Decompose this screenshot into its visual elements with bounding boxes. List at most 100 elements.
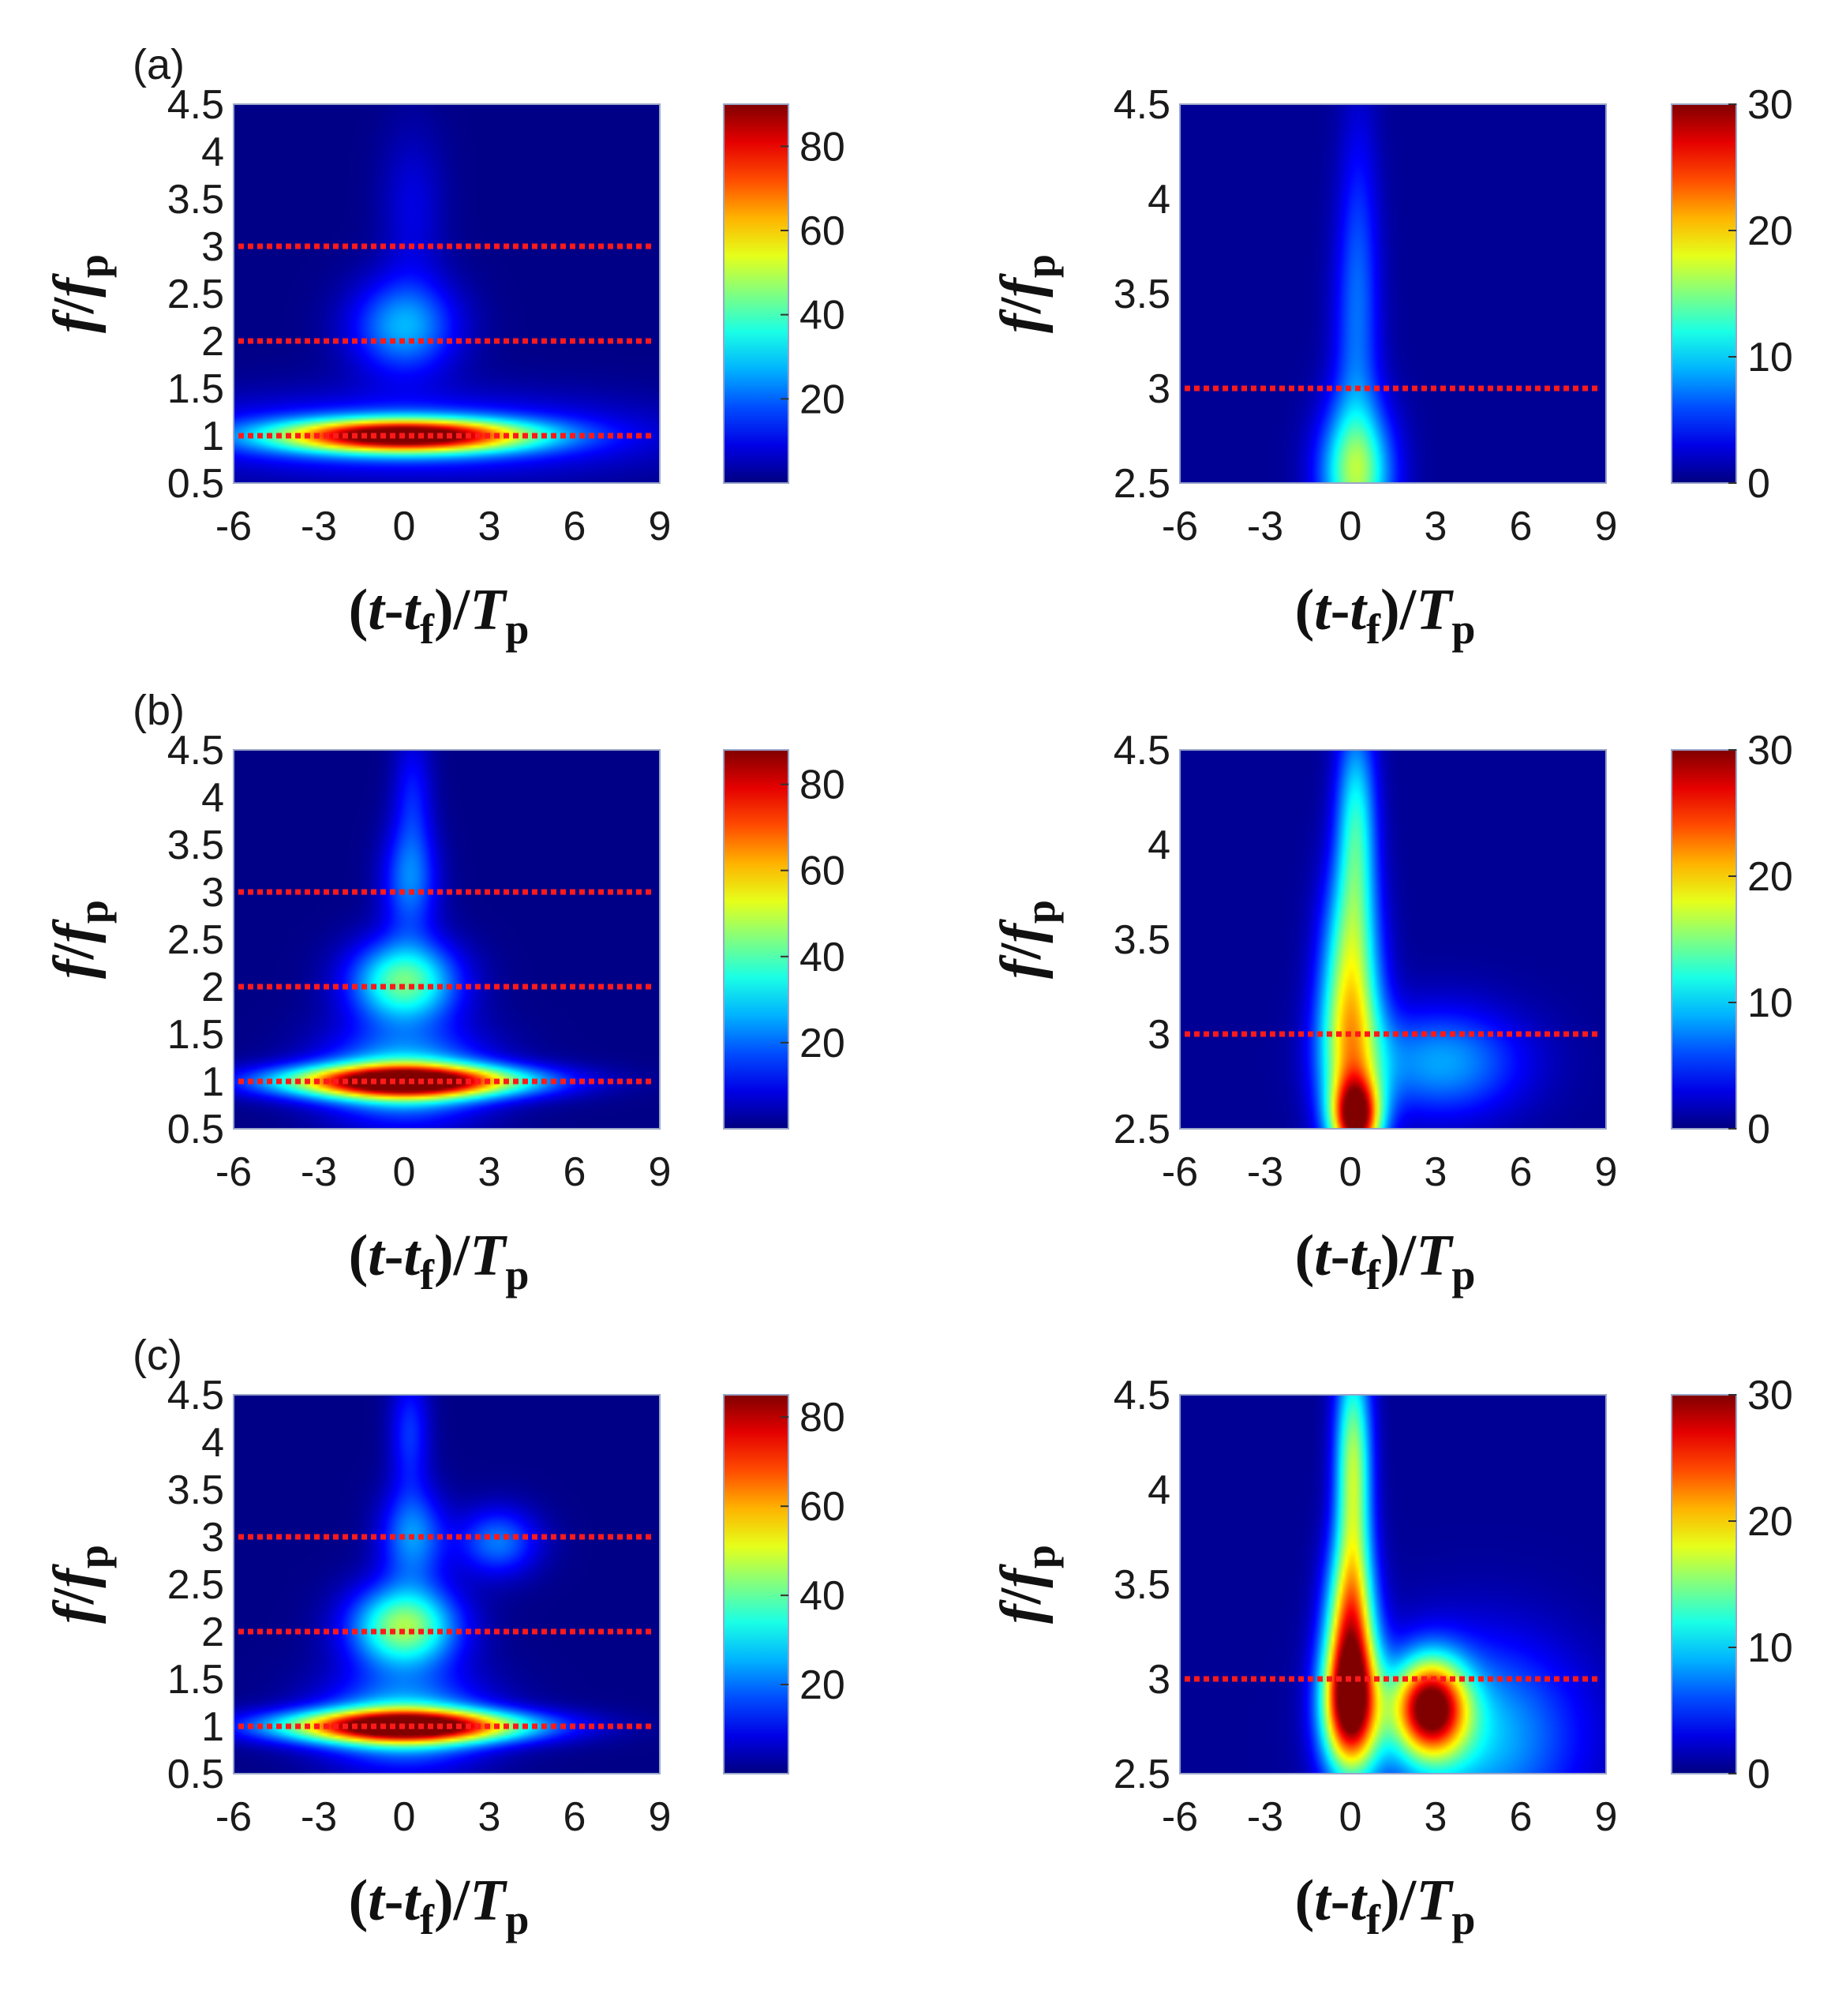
x-tick-label: -6 xyxy=(215,504,252,549)
y-tick-label: 4 xyxy=(201,775,224,821)
colorbar-tick-label: 10 xyxy=(1747,1625,1793,1671)
x-tick-label: 6 xyxy=(1510,504,1533,549)
colorbar-tick-label: 30 xyxy=(1747,728,1793,774)
y-axis-label: f/fp xyxy=(42,254,117,333)
colorbar-tick-label: 30 xyxy=(1747,1373,1793,1418)
heatmap-image xyxy=(1180,104,1606,483)
y-tick-label: 3.5 xyxy=(167,1467,224,1513)
x-tick-label: 3 xyxy=(478,1794,501,1840)
x-tick-label: 3 xyxy=(478,1149,501,1195)
y-tick-label: 2.5 xyxy=(1114,461,1170,507)
y-tick-label: 1.5 xyxy=(167,1012,224,1058)
panel-row1-left: (a)0.511.522.533.544.5-6 -3 0 3 6 9(t-tf)/Tpf… xyxy=(42,41,845,653)
x-tick-label: 0 xyxy=(393,1794,416,1840)
panel-row3-left: (c)0.511.522.533.544.5-6 -3 0 3 6 9(t-tf)/Tpf… xyxy=(42,1332,845,1943)
y-axis-label: f/fp xyxy=(989,900,1064,979)
x-tick-label: -3 xyxy=(301,1149,337,1195)
y-tick-label: 0.5 xyxy=(167,1107,224,1152)
y-axis-label: f/fp xyxy=(989,1545,1064,1624)
x-tick-label: 0 xyxy=(393,504,416,549)
colorbar-tick-label: 20 xyxy=(1747,1499,1793,1545)
x-tick-label: 6 xyxy=(1510,1794,1533,1840)
x-tick-label: 3 xyxy=(1425,1149,1447,1195)
y-tick-label: 4.5 xyxy=(167,728,224,774)
x-axis-label: (t-tf)/Tp xyxy=(1295,578,1476,653)
y-tick-label: 1 xyxy=(201,1059,224,1105)
plot-frame xyxy=(233,1394,661,1774)
panel-row3-right: 2.5 3 3.5 4 4.5 -6 -3 0 3 6 9 (t-tf)/Tp f/fp 0 10 20 30 xyxy=(989,1373,1793,1943)
y-tick-label: 0.5 xyxy=(167,1752,224,1797)
y-tick-label: 2.5 xyxy=(167,1562,224,1608)
colorbar xyxy=(723,1394,789,1774)
x-tick-label: 9 xyxy=(649,504,672,549)
y-tick-label: 4.5 xyxy=(167,1373,224,1418)
y-tick-label: 1.5 xyxy=(167,366,224,412)
x-tick-label: 6 xyxy=(564,1794,586,1840)
colorbar-tick-label: 20 xyxy=(1747,854,1793,900)
heatmap-image xyxy=(234,1395,660,1774)
x-axis-label: (t-tf)/Tp xyxy=(349,1223,530,1298)
colorbar-tick-label: 40 xyxy=(799,935,845,980)
x-tick-label: 9 xyxy=(649,1149,672,1195)
plot-frame xyxy=(233,103,661,484)
plot-frame xyxy=(1179,749,1607,1130)
y-tick-label: 3 xyxy=(1148,1657,1170,1703)
x-tick-label: 6 xyxy=(564,1149,586,1195)
heatmap-image xyxy=(234,750,660,1129)
colorbar-tick-label: 0 xyxy=(1747,1107,1770,1152)
x-tick-label: 9 xyxy=(649,1794,672,1840)
y-tick-label: 4.5 xyxy=(1114,728,1170,774)
x-axis-label: (t-tf)/Tp xyxy=(349,578,530,653)
x-tick-label: 0 xyxy=(393,1149,416,1195)
heatmap-image xyxy=(234,104,660,483)
colorbar xyxy=(723,103,789,484)
panel-row2-right: 2.5 3 3.5 4 4.5 -6 -3 0 3 6 9 (t-tf)/Tp f/fp 0 10 20 30 xyxy=(989,728,1793,1298)
x-tick-label: -6 xyxy=(1162,1149,1198,1195)
y-tick-label: 2.5 xyxy=(167,917,224,963)
y-tick-label: 3.5 xyxy=(1114,917,1170,963)
heatmap-image xyxy=(1180,1395,1606,1774)
y-tick-label: 4.5 xyxy=(1114,1373,1170,1418)
y-tick-label: 2.5 xyxy=(167,272,224,317)
y-tick-label: 2 xyxy=(201,319,224,365)
y-tick-label: 2.5 xyxy=(1114,1107,1170,1152)
x-tick-label: -3 xyxy=(301,1794,337,1840)
y-tick-label: 3 xyxy=(201,1515,224,1561)
colorbar-tick-label: 60 xyxy=(799,849,845,894)
colorbar-tick-label: 10 xyxy=(1747,980,1793,1026)
x-tick-label: 9 xyxy=(1595,1149,1618,1195)
x-axis-label: (t-tf)/Tp xyxy=(1295,1223,1476,1298)
x-tick-label: 0 xyxy=(1339,1794,1362,1840)
colorbar-tick-label: 80 xyxy=(799,124,845,170)
y-tick-label: 3 xyxy=(201,224,224,270)
colorbar-tick-label: 30 xyxy=(1747,82,1793,128)
x-tick-label: 3 xyxy=(478,504,501,549)
colorbar-tick-label: 80 xyxy=(799,1395,845,1441)
plot-frame xyxy=(1179,1394,1607,1774)
y-tick-label: 3.5 xyxy=(167,177,224,223)
plot-frame xyxy=(1179,103,1607,484)
x-tick-label: 6 xyxy=(564,504,586,549)
colorbar-tick-label: 0 xyxy=(1747,1752,1770,1797)
colorbar xyxy=(1671,749,1737,1130)
colorbar-tick-label: 20 xyxy=(799,1021,845,1066)
panel-row1-right: 2.5 3 3.5 4 4.5 -6 -3 0 3 6 9 (t-tf)/Tp f/fp 0 10 20 30 xyxy=(989,82,1793,653)
y-tick-label: 3 xyxy=(1148,1012,1170,1058)
x-tick-label: -3 xyxy=(1247,1149,1283,1195)
colorbar xyxy=(1671,1394,1737,1774)
colorbar xyxy=(723,749,789,1130)
panel-label: (c) xyxy=(133,1332,182,1379)
y-tick-label: 4 xyxy=(201,129,224,175)
colorbar xyxy=(1671,103,1737,484)
heatmap-image xyxy=(1180,750,1606,1129)
x-tick-label: 0 xyxy=(1339,1149,1362,1195)
y-tick-label: 4 xyxy=(201,1420,224,1466)
x-tick-label: 6 xyxy=(1510,1149,1533,1195)
x-tick-label: -6 xyxy=(1162,1794,1198,1840)
x-tick-label: -6 xyxy=(215,1149,252,1195)
panel-row2-left: (b)0.511.522.533.544.5-6 -3 0 3 6 9(t-tf)/Tpf… xyxy=(42,687,845,1298)
colorbar-tick-label: 0 xyxy=(1747,461,1770,507)
x-tick-label: -6 xyxy=(1162,504,1198,549)
y-tick-label: 1 xyxy=(201,1704,224,1750)
y-tick-label: 3.5 xyxy=(1114,1562,1170,1608)
